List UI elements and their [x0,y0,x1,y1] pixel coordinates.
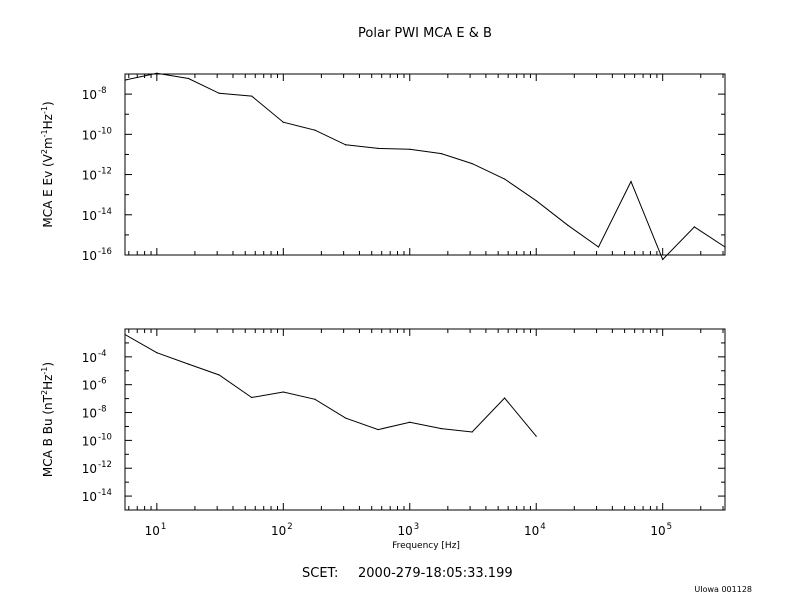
b-x-tick-exponent: 1 [161,522,166,532]
e-data-point [662,258,664,261]
b-y-tick-exponent: -12 [98,460,112,470]
e-data-point [218,92,220,94]
b-data-point [471,431,473,433]
e-data-point [597,246,600,248]
e-data-point [409,148,411,150]
e-y-tick-exponent: -16 [98,247,112,257]
e-data-point [630,180,632,183]
b-data-point [251,396,253,399]
e-y-tick-exponent: -10 [98,126,112,136]
e-y-axis-title: MCA E Ev (V2m-1Hz-1) [40,101,55,227]
b-y-tick-label: 10 [82,490,97,504]
b-x-tick-exponent: 2 [287,522,292,532]
b-y-tick-label: 10 [82,462,97,476]
b-plot-frame [124,328,726,511]
b-data-point [377,428,379,431]
e-data-point [156,72,158,74]
e-data-point [124,79,126,81]
b-x-tick-exponent: 4 [540,522,545,532]
e-data-point [440,153,443,155]
b-data-point [409,421,411,423]
e-y-tick-label: 10 [82,88,97,102]
e-y-tick-exponent: -8 [98,86,106,96]
e-data-point [471,163,473,165]
b-y-tick-exponent: -8 [98,405,106,415]
chart-title: Polar PWI MCA E & B [358,26,492,41]
e-data-point [251,95,253,97]
e-y-tick-label: 10 [82,128,97,142]
e-data-point [314,129,316,131]
e-series-line [124,72,726,261]
e-data-point [282,121,284,123]
b-y-tick-label: 10 [82,407,97,421]
b-data-point [156,352,158,354]
e-data-point [567,224,569,226]
b-data-point [345,417,347,419]
b-data-point [187,363,190,365]
b-y-tick-exponent: -4 [98,349,106,359]
e-data-point [503,178,506,180]
b-data-point [282,391,284,393]
b-data-point [218,374,220,376]
e-y-tick-exponent: -14 [98,207,112,217]
b-x-tick-label: 10 [524,524,539,538]
b-x-tick-label: 10 [650,524,665,538]
b-x-tick-exponent: 5 [667,522,672,532]
b-data-point [314,398,316,400]
e-y-tick-label: 10 [82,209,97,223]
b-data-point [535,435,537,437]
e-data-point [724,246,726,248]
e-y-tick-label: 10 [82,249,97,263]
b-y-tick-label: 10 [82,434,97,448]
e-data-point [535,200,537,202]
b-x-axis-title: Frequency [Hz] [392,541,460,551]
b-x-tick-label: 10 [145,524,160,538]
scet-label: SCET: [302,566,338,581]
b-data-point [440,428,443,430]
b-x-tick-label: 10 [397,524,412,538]
scet-value: 2000-279-18:05:33.199 [358,566,513,581]
b-y-tick-label: 10 [82,351,97,365]
e-data-point [693,226,695,228]
b-y-tick-exponent: -6 [98,377,106,387]
b-y-tick-exponent: -14 [98,488,112,498]
b-data-point [503,397,506,399]
b-y-axis-title: MCA B Bu (nT2Hz-1) [40,362,55,477]
b-x-tick-label: 10 [271,524,286,538]
e-data-point [377,147,379,149]
e-data-point [187,77,190,80]
e-y-tick-exponent: -12 [98,167,112,177]
b-y-tick-exponent: -10 [98,432,112,442]
e-y-tick-label: 10 [82,169,97,183]
b-y-tick-label: 10 [82,379,97,393]
e-plot-frame [124,73,726,256]
e-data-point [345,144,347,146]
b-x-tick-exponent: 3 [414,522,419,532]
credit-label: UIowa 001128 [694,585,752,594]
b-series-line [124,334,537,437]
b-data-point [124,333,126,336]
